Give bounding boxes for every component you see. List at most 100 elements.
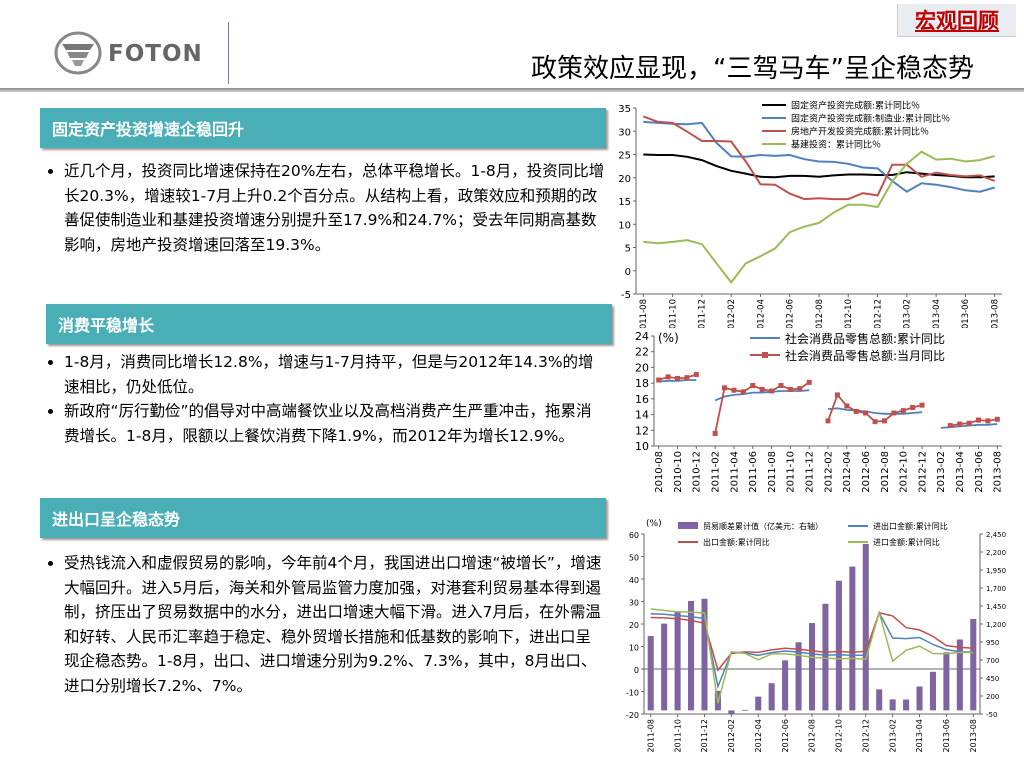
x-tick-label: 2012-02 xyxy=(823,451,834,493)
data-point xyxy=(797,386,803,392)
header-divider xyxy=(228,22,229,84)
y-tick-label: 35 xyxy=(618,104,631,115)
data-point xyxy=(863,410,869,416)
bar xyxy=(795,642,802,711)
x-tick-label: 2011-10 xyxy=(668,299,678,328)
y-tick-label: 10 xyxy=(635,440,649,453)
bullet-item: 新政府“厉行勤俭”的倡导对中高端餐饮业以及高档消费产生严重冲击，拖累消费增长。1… xyxy=(64,399,606,448)
y-tick-label: 22 xyxy=(635,346,649,359)
section-body-investment: 近几个月，投资同比增速保持在20%左右，总体平稳增长。1-8月，投资同比增长20… xyxy=(46,159,606,257)
data-point xyxy=(693,372,699,377)
x-tick-label: 2012-08 xyxy=(808,719,817,752)
x-tick-label: 2013-08 xyxy=(991,299,1001,328)
bullet-item: 近几个月，投资同比增速保持在20%左右，总体平稳增长。1-8月，投资同比增长20… xyxy=(64,159,606,257)
y-tick-label: 0 xyxy=(625,267,631,278)
x-tick-label: 2013-02 xyxy=(888,719,897,752)
section-body-consumption: 1-8月，消费同比增长12.8%，增速与1-7月持平，但是与2012年14.3%… xyxy=(46,350,606,448)
x-tick-label: 2013-06 xyxy=(974,451,985,493)
y-tick-label: 15 xyxy=(618,197,631,208)
legend-label: 贸易顺差累计值（亿美元：右轴） xyxy=(703,521,823,531)
y-tick-label: -20 xyxy=(626,711,639,720)
foton-emblem-icon xyxy=(54,31,102,75)
legend-label: 基建投资：累计同比％ xyxy=(791,139,881,151)
y2-tick-label: 2,200 xyxy=(986,549,1006,557)
bullet-item: 受热钱流入和虚假贸易的影响，今年前4个月，我国进出口增速“被增长”，增速大幅回升… xyxy=(64,551,606,698)
x-tick-label: 2012-04 xyxy=(754,719,763,752)
series-line xyxy=(650,608,974,704)
series-line xyxy=(643,153,995,179)
bar xyxy=(929,671,936,711)
section-tag: 宏观回顾 xyxy=(897,4,1016,37)
x-tick-label: 2012-10 xyxy=(844,299,854,328)
bar xyxy=(849,566,856,711)
legend-label: 进口金额:累计同比 xyxy=(873,537,940,547)
data-point xyxy=(740,389,746,395)
data-point xyxy=(881,418,887,424)
legend-label: 出口金额:累计同比 xyxy=(703,537,770,547)
x-tick-label: 2012-02 xyxy=(727,719,736,752)
x-tick-label: 2012-08 xyxy=(880,451,891,493)
x-tick-label: 2011-10 xyxy=(786,451,797,493)
data-point xyxy=(966,420,972,426)
data-point xyxy=(957,421,963,427)
bar xyxy=(956,639,963,711)
legend-label: 固定资产投资完成额:制造业:累计同比％ xyxy=(791,113,950,125)
x-tick-label: 2012-10 xyxy=(835,719,844,752)
x-tick-label: 2013-04 xyxy=(915,719,924,752)
legend-label: 固定资产投资完成额:累计同比％ xyxy=(791,100,920,112)
y2-tick-label: 200 xyxy=(986,693,999,701)
data-point xyxy=(769,388,775,394)
data-point xyxy=(872,419,878,425)
trade-growth-chart: -20 -10 0 10 20 30 40 50 60 2011-08 2011-10 2011-12… xyxy=(626,519,1006,752)
y2-tick-label: 700 xyxy=(986,657,999,665)
x-tick-label: 2013-06 xyxy=(961,299,971,328)
data-point xyxy=(891,410,897,416)
x-tick-label: 2010-12 xyxy=(692,451,703,493)
x-tick-label: 2012-06 xyxy=(786,299,796,328)
bar xyxy=(970,618,977,711)
x-tick-label: 2013-02 xyxy=(903,299,913,328)
bar xyxy=(903,699,910,711)
x-tick-label: 2010-10 xyxy=(673,451,684,493)
bar xyxy=(808,623,816,711)
data-point xyxy=(665,374,671,380)
bar xyxy=(701,598,708,711)
x-tick-label: 2011-12 xyxy=(700,719,709,752)
bar xyxy=(755,696,762,711)
series-line xyxy=(643,150,995,285)
series-line xyxy=(650,610,974,690)
bar xyxy=(822,603,829,711)
x-tick-label: 2011-12 xyxy=(805,451,816,493)
bar xyxy=(782,660,789,711)
x-tick-label: 2013-04 xyxy=(955,451,966,493)
legend-label: 社会消费品零售总额:累计同比 xyxy=(785,331,945,346)
x-tick-label: 2013-02 xyxy=(936,451,947,493)
series-line xyxy=(650,611,974,672)
x-tick-label: 2011-04 xyxy=(729,451,740,493)
bar xyxy=(876,689,883,711)
y2-tick-label: 1,700 xyxy=(986,585,1006,593)
legend-label: 房地产开发投资完成额:累计同比％ xyxy=(791,126,929,138)
y-tick-label: -5 xyxy=(621,290,631,301)
y-tick-label: 30 xyxy=(629,599,639,608)
x-tick-label: 2012-08 xyxy=(815,299,825,328)
x-tick-label: 2012-06 xyxy=(781,719,790,752)
bar xyxy=(916,686,923,711)
data-point xyxy=(731,387,737,393)
data-point xyxy=(900,408,906,414)
bar xyxy=(862,544,869,711)
y-tick-label: 0 xyxy=(634,666,639,675)
data-point xyxy=(994,416,1000,422)
legend-label: 进出口金额:累计同比 xyxy=(873,521,948,531)
x-tick-label: 2011-10 xyxy=(673,719,682,752)
series-line xyxy=(643,120,995,193)
y-tick-label: 18 xyxy=(635,377,649,390)
data-point xyxy=(778,383,784,388)
bar xyxy=(661,623,668,711)
legend-marker xyxy=(762,352,768,358)
section-heading-investment: 固定资产投资增速企稳回升 xyxy=(40,108,606,148)
y-axis-label: (%) xyxy=(658,331,679,345)
data-point xyxy=(656,377,662,383)
foton-logo: FOTON xyxy=(54,31,202,75)
x-tick-label: 2011-06 xyxy=(748,451,759,493)
